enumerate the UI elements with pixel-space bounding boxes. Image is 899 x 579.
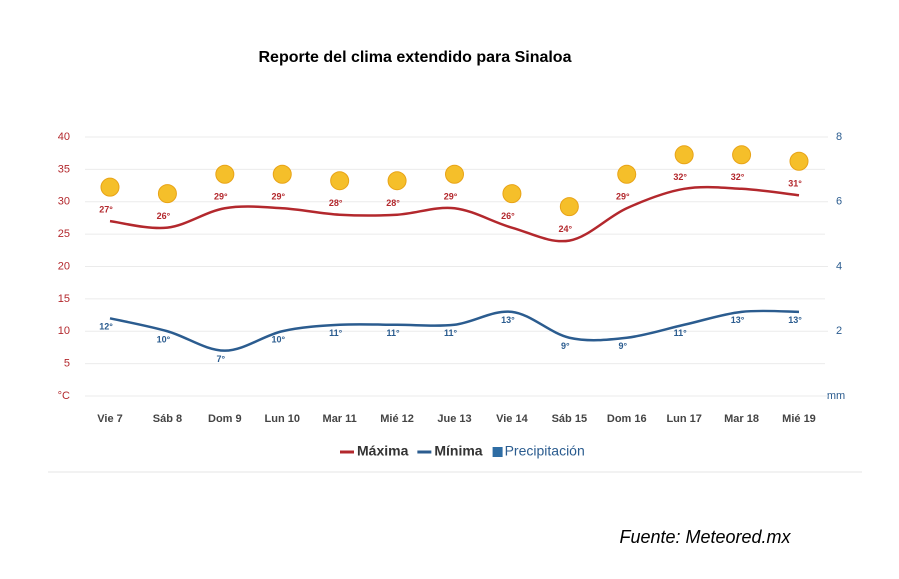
y2-tick-label: 8 xyxy=(836,131,842,143)
sun xyxy=(502,184,522,204)
data-label: 9° xyxy=(618,341,627,351)
weather-icon xyxy=(215,164,235,184)
data-label: 26° xyxy=(157,211,171,221)
weather-icon xyxy=(502,184,522,204)
data-label: 29° xyxy=(271,192,285,202)
y2-tick-label: 6 xyxy=(836,196,842,208)
y-tick-label: 20 xyxy=(58,260,70,272)
data-label: 11° xyxy=(444,328,458,338)
y-tick-label: 30 xyxy=(58,196,70,208)
sun xyxy=(732,145,752,165)
x-tick-label: Dom 16 xyxy=(607,413,647,425)
series-line xyxy=(109,309,800,352)
weather-icon xyxy=(387,171,407,191)
data-label: 11° xyxy=(674,328,688,338)
sun xyxy=(330,171,350,191)
legend-swatch xyxy=(492,447,503,457)
y2-tick-label: 2 xyxy=(836,325,842,337)
sun xyxy=(215,164,235,184)
weather-icon xyxy=(617,164,637,184)
y-tick-label: 10 xyxy=(58,325,70,337)
weather-icon xyxy=(559,197,579,217)
y2-tick-label: mm xyxy=(827,390,845,402)
data-label: 10° xyxy=(157,335,171,345)
x-tick-label: Lun 10 xyxy=(265,413,300,425)
data-label: 13° xyxy=(731,315,745,325)
x-tick-label: Mar 11 xyxy=(323,413,357,425)
x-tick-label: Sáb 15 xyxy=(552,413,587,425)
legend-label: Máxima xyxy=(357,443,409,459)
data-label: 24° xyxy=(559,224,573,234)
data-label: 29° xyxy=(616,192,630,202)
x-tick-label: Vie 14 xyxy=(496,413,528,425)
data-label: 27° xyxy=(99,205,113,215)
data-label: 9° xyxy=(561,341,570,351)
data-label: 32° xyxy=(731,172,745,182)
y-tick-label: 5 xyxy=(64,358,70,370)
legend-label: Precipitación xyxy=(505,443,585,459)
weather-icon xyxy=(330,171,350,191)
weather-icon xyxy=(732,145,752,165)
x-tick-label: Mié 19 xyxy=(782,413,816,425)
sun xyxy=(789,151,809,171)
chart-title: Reporte del clima extendido para Sinaloa xyxy=(259,49,572,66)
sun xyxy=(387,171,407,191)
x-tick-label: Vie 7 xyxy=(97,413,123,425)
sun xyxy=(272,164,292,184)
sun xyxy=(157,184,177,204)
data-label: 32° xyxy=(673,172,687,182)
x-tick-label: Jue 13 xyxy=(437,413,471,425)
data-label: 10° xyxy=(271,335,285,345)
data-label: 26° xyxy=(501,211,515,221)
weather-icon xyxy=(789,151,809,171)
weather-icon xyxy=(445,164,464,184)
data-label: 11° xyxy=(387,328,401,338)
data-label: 31° xyxy=(788,179,802,189)
data-label: 7° xyxy=(217,354,226,364)
x-tick-label: Dom 9 xyxy=(208,413,242,425)
data-label: 11° xyxy=(329,328,343,338)
data-label: 12° xyxy=(99,322,113,332)
data-label: 28° xyxy=(386,198,400,208)
y-tick-label: °C xyxy=(58,390,70,402)
sun xyxy=(674,145,694,165)
x-tick-label: Mié 12 xyxy=(380,413,414,425)
y2-tick-label: 4 xyxy=(836,260,842,272)
data-label: 29° xyxy=(214,192,228,202)
weather-icon xyxy=(272,164,292,184)
series-line xyxy=(109,185,800,243)
legend-label: Mínima xyxy=(434,443,482,459)
sun xyxy=(100,177,120,197)
y-tick-label: 15 xyxy=(58,293,70,305)
sun xyxy=(559,197,579,217)
weather-icon xyxy=(100,177,120,197)
x-tick-label: Mar 18 xyxy=(724,413,759,425)
source: Fuente: Meteored.mx xyxy=(619,527,791,547)
weather-icon xyxy=(674,145,694,165)
y-tick-label: 35 xyxy=(58,163,70,175)
weather-icon xyxy=(157,184,177,204)
sun xyxy=(617,164,637,184)
data-label: 29° xyxy=(444,192,458,202)
x-tick-label: Lun 17 xyxy=(666,413,701,425)
data-label: 28° xyxy=(329,198,343,208)
y-tick-label: 25 xyxy=(58,228,70,240)
x-tick-label: Sáb 8 xyxy=(153,413,182,425)
data-label: 13° xyxy=(788,315,802,325)
sun xyxy=(445,164,464,184)
y-tick-label: 40 xyxy=(58,131,70,143)
data-label: 13° xyxy=(501,315,515,325)
